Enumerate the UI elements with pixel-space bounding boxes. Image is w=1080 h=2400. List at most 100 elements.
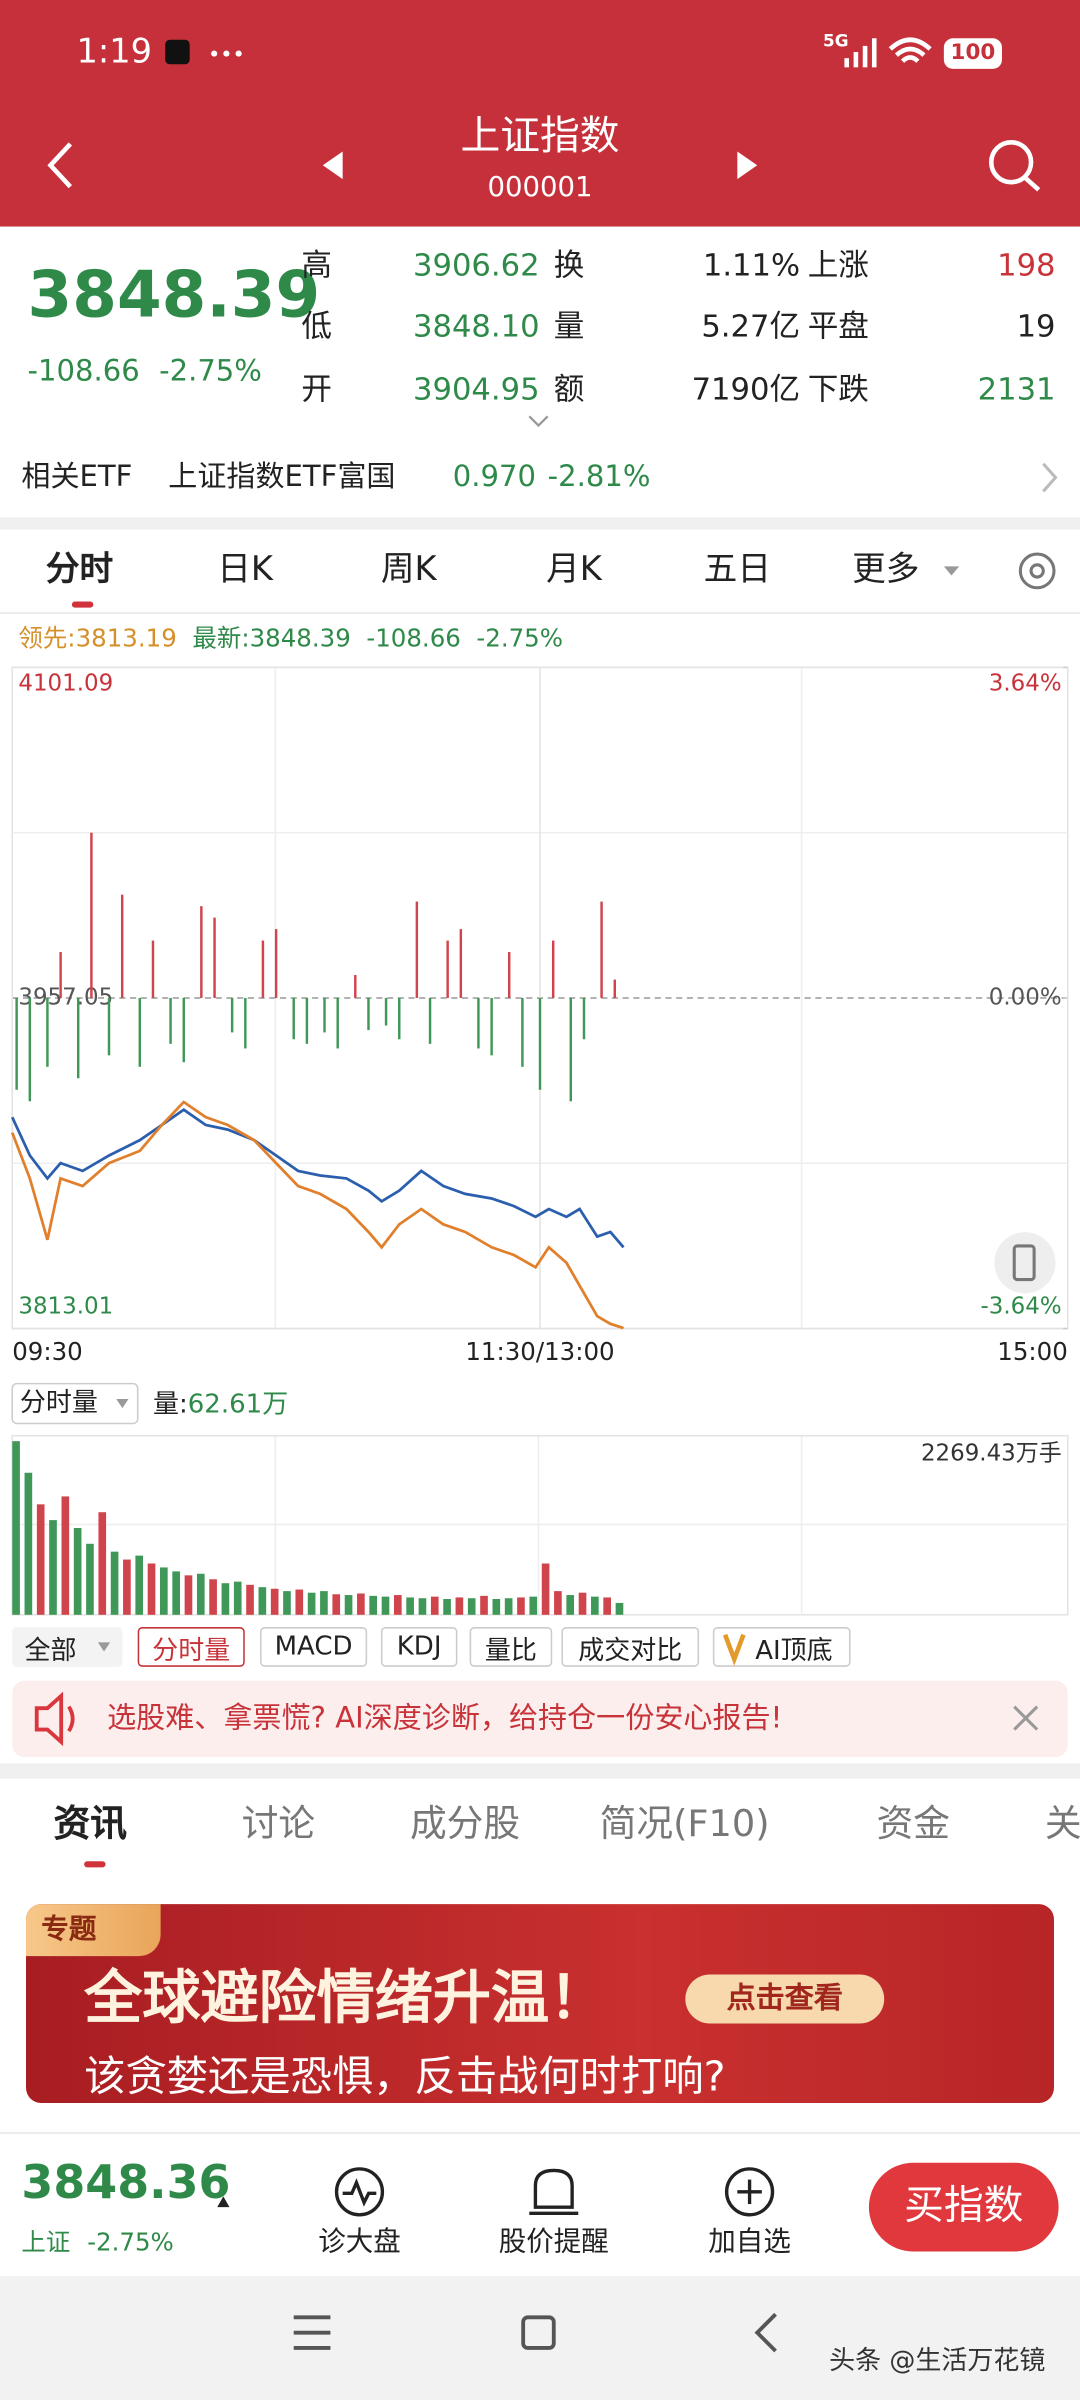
- action-label[interactable]: 股价提醒: [498, 2225, 609, 2258]
- quote-cell: 3906.62: [413, 246, 540, 284]
- battery-icon: [943, 38, 1002, 69]
- quote-cell: 低: [301, 307, 332, 345]
- breadth-bar: [613, 979, 616, 998]
- news-tab[interactable]: 资金: [876, 1802, 950, 1846]
- expand-icon[interactable]: [528, 415, 549, 428]
- breadth-bar: [151, 940, 155, 998]
- chart-legend: 领先:3813.19 最新:3848.39 -108.66 -2.75%: [18, 624, 563, 653]
- news-tab[interactable]: 简况(F10): [599, 1802, 770, 1846]
- promo-button[interactable]: 点击查看: [726, 1981, 843, 2016]
- volume-bar: [209, 1579, 217, 1615]
- dot: [211, 50, 218, 57]
- dropdown-icon[interactable]: [97, 1642, 111, 1652]
- volume-bar: [36, 1504, 45, 1615]
- volume-bar: [492, 1599, 501, 1615]
- indicator-tab[interactable]: MACD: [260, 1627, 368, 1667]
- dropdown-icon[interactable]: [116, 1398, 129, 1409]
- news-tab[interactable]: 关: [1044, 1802, 1080, 1846]
- volume-bar: [98, 1512, 107, 1615]
- volume-bar: [86, 1543, 94, 1615]
- breadth-bar: [169, 997, 172, 1044]
- volume-bar: [320, 1591, 328, 1615]
- next-button[interactable]: [737, 151, 758, 180]
- breadth-bar: [120, 894, 124, 998]
- selector-box[interactable]: [11, 1382, 139, 1425]
- indicator-tab[interactable]: KDJ: [380, 1627, 458, 1667]
- period-tab[interactable]: 周K: [380, 550, 437, 589]
- status-time: 1:19: [76, 33, 153, 72]
- ai-logo: [722, 1633, 746, 1666]
- breadth-bar: [15, 997, 18, 1090]
- volume-bar: [554, 1591, 562, 1615]
- footer-change: -2.75%: [87, 2227, 174, 2257]
- breadth-bar: [59, 952, 62, 998]
- x-tick-label: 11:30/13:00: [465, 1337, 614, 1366]
- indicator-tab[interactable]: 分时量: [137, 1627, 245, 1667]
- period-tab[interactable]: 五日: [703, 550, 772, 589]
- breadth-bar: [305, 997, 309, 1044]
- volume-bar: [24, 1472, 33, 1615]
- dropdown-icon[interactable]: [943, 566, 960, 576]
- quote-cell: 量: [553, 307, 585, 345]
- quote-cell: 5.27亿: [701, 307, 801, 345]
- add-icon: [724, 2167, 775, 2217]
- close-button[interactable]: [1013, 1705, 1039, 1731]
- news-tab[interactable]: 资讯: [53, 1802, 127, 1846]
- alert-icon: [529, 2168, 579, 2215]
- rotate-button[interactable]: [994, 1232, 1056, 1294]
- legend-change: -108.66: [366, 623, 461, 653]
- volume-bar: [147, 1563, 156, 1615]
- indicator-tab[interactable]: 成交对比: [561, 1627, 700, 1667]
- prev-button[interactable]: [322, 151, 343, 180]
- etf-arrow[interactable]: [1042, 462, 1058, 493]
- volume-bar: [443, 1599, 451, 1615]
- quote-cell: 198: [997, 246, 1056, 284]
- home-button[interactable]: [521, 2315, 556, 2350]
- breadth-bar: [551, 940, 555, 998]
- menu-button[interactable]: [293, 2315, 331, 2350]
- watermark: 头条 @生活万花镜: [829, 2346, 1046, 2377]
- volume-bar: [12, 1441, 20, 1615]
- action-label[interactable]: 诊大盘: [318, 2225, 401, 2258]
- indicator-tab[interactable]: 全部: [24, 1635, 77, 1667]
- news-tab[interactable]: 讨论: [241, 1802, 316, 1846]
- action-label[interactable]: 加自选: [708, 2225, 791, 2258]
- volume-bar: [603, 1597, 611, 1615]
- breadth-bar: [477, 997, 480, 1049]
- promo-button-bg[interactable]: [685, 1974, 885, 2024]
- volume-selector[interactable]: 分时量: [19, 1387, 98, 1419]
- breadth-bar: [336, 997, 339, 1049]
- quote-cell: 开: [301, 370, 332, 408]
- notice-text[interactable]: 选股难、拿票慌? AI深度诊断，给持仓一份安心报告!: [107, 1701, 783, 1736]
- buy-button[interactable]: 买指数: [904, 2183, 1024, 2230]
- volume-bar: [73, 1527, 82, 1615]
- signal-icon: [844, 38, 877, 68]
- indicator-tab[interactable]: AI顶底: [712, 1627, 851, 1667]
- back-button[interactable]: [47, 142, 73, 189]
- settings-button[interactable]: [1018, 552, 1056, 590]
- back-nav-button[interactable]: [754, 2312, 777, 2353]
- search-button[interactable]: [988, 140, 1041, 192]
- price: 3848.39: [27, 256, 321, 332]
- separator: [0, 517, 1080, 530]
- breadth-bar: [507, 952, 511, 998]
- news-tab[interactable]: 成分股: [409, 1802, 521, 1846]
- period-tab[interactable]: 分时: [45, 550, 114, 589]
- volume-bar: [591, 1596, 599, 1615]
- breadth-bar: [446, 940, 449, 998]
- buy-button-bg[interactable]: [868, 2162, 1059, 2252]
- price-line: [10, 1100, 624, 1330]
- y-tick-label: 4101.09: [18, 671, 113, 697]
- promo-subline: 该贪婪还是恐惧，反击战何时打响?: [84, 2053, 726, 2102]
- breadth-bar: [538, 997, 542, 1090]
- period-tab[interactable]: 更多: [852, 550, 920, 589]
- tab-indicator: [84, 1861, 106, 1868]
- nav-bar: [0, 2276, 1080, 2400]
- period-tab[interactable]: 日K: [217, 550, 273, 589]
- indicator-tab[interactable]: 量比: [469, 1627, 553, 1667]
- quote-cell: 换: [553, 246, 585, 284]
- volume-bar: [61, 1496, 70, 1615]
- etf-name[interactable]: 上证指数ETF富国: [168, 460, 396, 494]
- volume-bar: [578, 1592, 587, 1615]
- period-tab[interactable]: 月K: [546, 550, 602, 589]
